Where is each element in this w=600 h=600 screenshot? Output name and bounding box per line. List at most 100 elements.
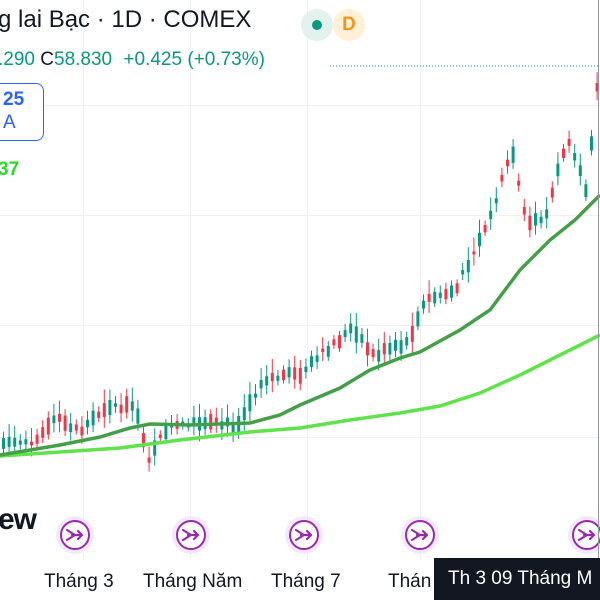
candle-body — [444, 288, 448, 300]
candle-body — [108, 400, 112, 416]
candle-body — [494, 198, 498, 204]
low-value: .290 — [0, 49, 35, 70]
candle-body — [46, 417, 50, 435]
x-axis-label: Tháng Năm — [143, 571, 243, 592]
candle-body — [343, 330, 347, 338]
candle-body — [293, 367, 297, 380]
candle-body — [382, 343, 386, 355]
candle-body — [562, 148, 565, 158]
candle-body — [304, 366, 308, 373]
candle-body — [550, 187, 554, 198]
candle-body — [13, 437, 17, 447]
candle-body — [102, 403, 106, 417]
candle-body — [410, 326, 414, 342]
candle-body — [556, 163, 560, 177]
dividend-arrow-icon[interactable] — [56, 516, 94, 554]
indicator-legend[interactable]: 25 A — [0, 83, 44, 141]
dividend-arrow-icon[interactable] — [285, 516, 323, 554]
ma-long-line — [0, 333, 600, 458]
candle-body — [86, 419, 89, 428]
grid-line — [190, 0, 191, 560]
candle-body — [534, 213, 537, 226]
candle-body — [321, 348, 325, 352]
candle-body — [354, 326, 358, 343]
candle-body — [192, 417, 196, 427]
close-value: 58.830 — [54, 49, 113, 70]
candle-body — [153, 440, 157, 456]
candle-body — [30, 441, 33, 446]
candle-body — [91, 410, 95, 426]
candle-body — [52, 415, 56, 424]
candle-body — [18, 440, 22, 445]
candle-body — [416, 311, 420, 327]
candle-body — [349, 323, 353, 334]
indicator-legend-value: 25 — [3, 89, 25, 110]
price-chart[interactable] — [0, 0, 600, 560]
grid-line — [0, 215, 600, 216]
candle-body — [438, 292, 442, 298]
candle-body — [142, 433, 145, 448]
candle-body — [282, 369, 285, 381]
candle-body — [399, 340, 403, 354]
grid-line — [420, 0, 421, 560]
interval-badge[interactable]: D — [333, 9, 365, 41]
candle-body — [584, 184, 588, 198]
candle-body — [478, 232, 481, 247]
candle-body — [130, 401, 134, 411]
candle-body — [427, 293, 431, 302]
candle-body — [394, 339, 397, 351]
candle-body — [259, 379, 263, 389]
crosshair-date-label: Th 3 09 Tháng M — [434, 558, 600, 600]
change-value: +0.425 (+0.73%) — [123, 49, 265, 70]
candle-body — [522, 207, 526, 215]
candle-body — [214, 417, 218, 425]
candle-body — [455, 283, 459, 294]
candle-body — [310, 356, 313, 368]
candle-body — [254, 393, 257, 398]
candle-body — [147, 457, 151, 463]
dividend-arrow-icon[interactable] — [401, 516, 439, 554]
candle-body — [276, 375, 280, 381]
candle-body — [231, 423, 235, 434]
candle-body — [158, 434, 162, 439]
candle-body — [24, 439, 28, 445]
candle-body — [338, 335, 341, 349]
candle-body — [248, 394, 252, 412]
dividend-arrow-icon[interactable] — [568, 516, 600, 554]
candle-body — [80, 426, 84, 436]
candles — [2, 72, 599, 472]
watermark-logo: ew — [0, 503, 37, 536]
candle-body — [69, 423, 73, 433]
candle-body — [114, 403, 117, 407]
candle-body — [287, 367, 291, 378]
candle-body — [209, 413, 213, 430]
indicator-legend-name: A — [3, 112, 16, 133]
candle-body — [578, 165, 582, 176]
grid-line — [0, 325, 600, 326]
grid-line — [0, 105, 600, 106]
grid-line — [307, 0, 308, 560]
dividend-arrow-icon[interactable] — [172, 516, 210, 554]
candle-body — [517, 180, 521, 186]
candle-body — [422, 300, 425, 309]
candle-body — [2, 438, 5, 449]
candle-body — [567, 139, 571, 146]
candle-body — [511, 146, 515, 163]
candle-body — [590, 136, 593, 151]
live-dot-icon — [301, 9, 333, 41]
candle-body — [405, 337, 409, 346]
candle-body — [528, 215, 532, 231]
candle-body — [360, 334, 364, 343]
x-axis-label: Tháng 3 — [44, 571, 114, 592]
candle-body — [388, 342, 392, 355]
x-axis-label: Tháng 7 — [271, 571, 341, 592]
candle-body — [489, 210, 493, 220]
ma-value-label: 37 — [0, 159, 20, 180]
ma-short-line — [0, 193, 600, 457]
candle-body — [125, 396, 129, 413]
symbol-title[interactable]: g lai Bạc · 1D · COMEX — [0, 6, 252, 33]
candle-body — [315, 355, 319, 362]
candle-body — [466, 259, 470, 273]
crosshair-line — [598, 0, 599, 558]
candle-body — [450, 285, 453, 298]
